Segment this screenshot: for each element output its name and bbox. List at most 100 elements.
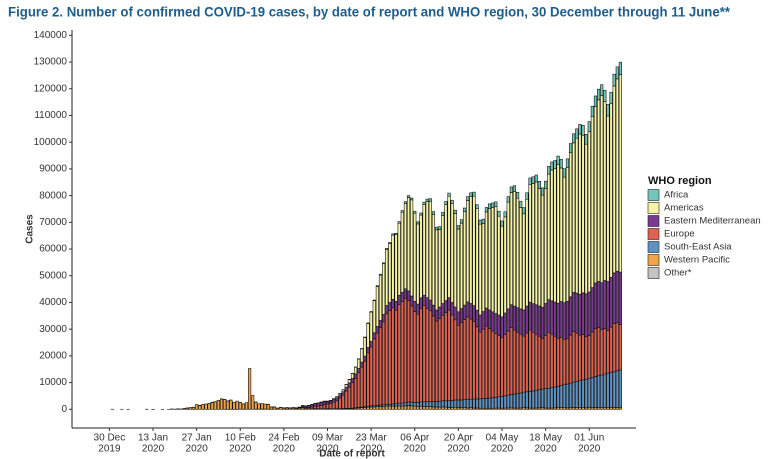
x-tick-label: 2020 [578, 444, 601, 455]
bar-segment [453, 306, 457, 321]
bar-segment [219, 398, 224, 410]
bar-segment [590, 287, 594, 333]
bar-segment [537, 181, 541, 189]
bar-segment [572, 331, 576, 383]
bar-segment [484, 307, 489, 327]
bar-segment [556, 386, 560, 408]
bar-segment [372, 300, 376, 334]
bar-segment [600, 84, 604, 97]
bar-segment [310, 404, 314, 408]
bar-segment [410, 305, 414, 403]
x-tick-label: 2020 [360, 444, 383, 455]
bar-segment [463, 211, 467, 306]
bar-segment [562, 168, 566, 178]
bar-segment [593, 376, 598, 408]
bar-segment [425, 297, 429, 309]
bar-segment [519, 392, 523, 409]
bar-segment [534, 181, 538, 306]
bar-segment [519, 207, 523, 310]
bar-segment [444, 201, 448, 205]
bar-segment [453, 399, 457, 408]
bar-segment [484, 325, 489, 399]
bar-segment [447, 400, 451, 408]
bar-segment [478, 398, 482, 409]
bar-segment [403, 405, 407, 410]
bar-segment [391, 234, 395, 300]
bar-segment [593, 282, 598, 329]
bar-segment [394, 301, 398, 311]
bar-segment [528, 177, 532, 185]
bar-segment [484, 211, 489, 309]
bar-segment [241, 403, 245, 410]
bar-segment [565, 383, 570, 409]
bar-segment [463, 319, 467, 400]
bar-segment [366, 406, 370, 410]
bar-segment [565, 158, 570, 168]
bar-segment [372, 299, 376, 302]
y-tick-label: 60000 [39, 244, 67, 255]
bar-segment [575, 292, 579, 334]
bar-segment [503, 211, 507, 218]
bar-segment [618, 406, 622, 410]
bar-segment [572, 142, 576, 293]
bar-segment [481, 223, 485, 312]
bar-segment [463, 399, 467, 408]
bar-segment [397, 294, 401, 305]
bar-segment [394, 234, 398, 302]
bar-segment [519, 333, 523, 394]
bar-segment [410, 197, 414, 201]
bar-segment [590, 116, 594, 288]
legend-swatch [647, 228, 660, 240]
legend-label: Americas [664, 203, 704, 214]
bar-segment [397, 405, 401, 410]
bar-segment [441, 212, 445, 216]
bar-segment [469, 196, 473, 304]
bar-segment [400, 402, 404, 407]
bar-segment [413, 210, 417, 214]
bar-segment [329, 403, 333, 410]
y-tick-label: 20000 [39, 351, 67, 362]
bar-segment [447, 297, 451, 311]
bar-segment [434, 309, 439, 322]
bar-segment [466, 301, 470, 318]
bar-segment [369, 406, 373, 410]
bar-segment [419, 308, 423, 403]
bar-segment [609, 91, 613, 105]
bar-segment [603, 90, 607, 102]
bar-segment [568, 296, 573, 336]
bar-segment [441, 215, 445, 304]
bar-segment [400, 405, 404, 410]
bar-segment [612, 371, 616, 408]
bar-segment [344, 384, 348, 388]
bar-segment [223, 399, 227, 410]
bar-segment [531, 183, 535, 304]
x-tick-label: 2020 [404, 444, 427, 455]
bar-segment [444, 400, 448, 408]
bar-segment [403, 201, 407, 204]
bar-segment [469, 318, 473, 400]
bar-segment [466, 200, 470, 303]
y-tick-label: 50000 [39, 270, 67, 281]
bar-segment [497, 210, 501, 217]
bar-segment [463, 207, 467, 212]
bar-segment [456, 228, 460, 313]
bar-segment [447, 195, 451, 298]
bar-segment [391, 307, 395, 405]
bar-segment [400, 301, 404, 404]
bar-segment [540, 194, 545, 308]
bar-segment [257, 403, 261, 410]
bar-segment [188, 407, 192, 410]
bar-segment [363, 355, 367, 362]
bar-segment [531, 303, 535, 333]
bar-segment [612, 73, 616, 87]
bar-segment [350, 378, 355, 384]
bar-segment [406, 290, 411, 301]
bar-segment [491, 207, 495, 313]
bar-segment [385, 405, 389, 410]
bar-segment [325, 401, 330, 405]
bar-segment [434, 406, 439, 410]
bar-segment [609, 103, 613, 278]
bar-segment [606, 372, 610, 408]
bar-segment [391, 233, 395, 236]
bar-segment [522, 335, 526, 393]
